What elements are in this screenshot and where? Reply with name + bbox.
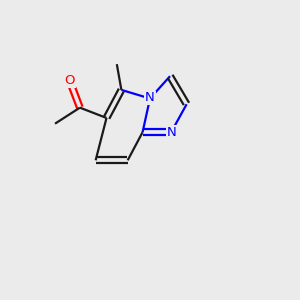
Text: O: O (64, 74, 75, 87)
Text: N: N (145, 92, 155, 104)
Text: N: N (166, 126, 176, 139)
